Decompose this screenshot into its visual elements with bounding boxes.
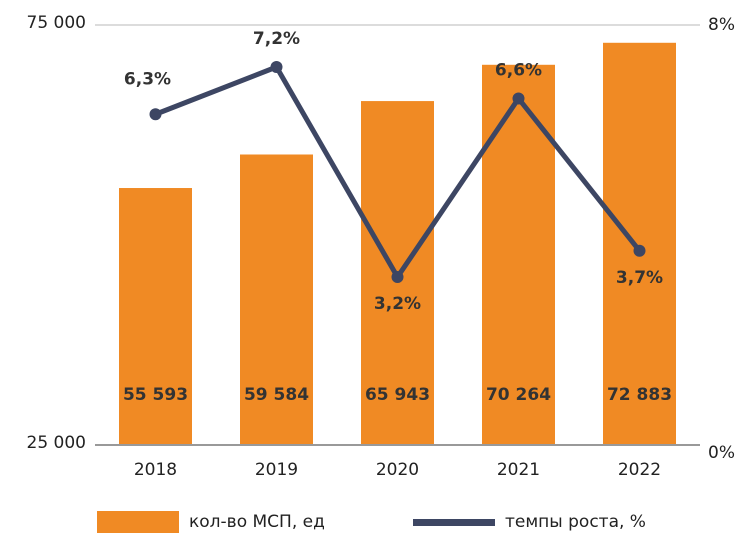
legend-label: темпы роста, % [505,512,646,532]
line-point [512,92,525,105]
line-value-label: 3,2% [374,294,421,314]
bar-value-label: 55 593 [123,385,188,405]
bar [240,154,313,446]
legend-swatch [97,511,179,533]
bar [119,188,192,445]
y2-tick-label: 0% [708,443,735,463]
y-tick-label: 25 000 [27,433,86,453]
y-tick-label: 75 000 [27,13,86,33]
bar-value-label: 65 943 [365,385,430,405]
line-value-label: 6,3% [124,69,171,89]
legend-swatch [413,519,495,526]
legend-label: кол-во МСП, ед [189,512,325,532]
line-value-label: 6,6% [495,61,542,81]
x-tick-label: 2019 [255,460,298,480]
bar-value-label: 70 264 [486,385,551,405]
x-tick-label: 2021 [497,460,540,480]
line-point [633,244,646,257]
line-point [149,108,162,121]
line-point [270,61,283,73]
x-tick-label: 2022 [618,460,661,480]
bar-value-label: 59 584 [244,385,309,405]
x-tick-label: 2020 [376,460,419,480]
y2-tick-label: 8% [708,15,735,35]
line-value-label: 7,2% [253,29,300,49]
line-point [391,271,404,283]
bar-value-label: 72 883 [607,385,672,405]
x-tick-label: 2018 [134,460,177,480]
line-value-label: 3,7% [616,268,663,288]
bar [603,42,676,445]
